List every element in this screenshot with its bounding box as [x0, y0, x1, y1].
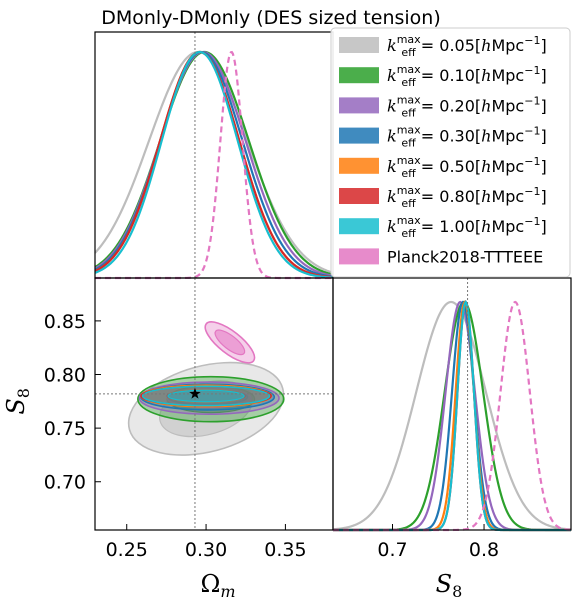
legend-label-5: kmax eff = 0.80[hMpc−1]: [387, 184, 547, 210]
s8-marginal-panel: 0.7 0.8 S8: [332, 277, 572, 601]
s8-marginal-frame: [332, 277, 572, 531]
legend-label-6: kmax eff = 1.00[hMpc−1]: [387, 214, 547, 240]
s8-tick-label: 0.70: [44, 472, 86, 494]
legend-swatch-4: [339, 157, 379, 174]
omega-m-tick-label: 0.30: [185, 539, 227, 561]
s8-axis-label: S8: [2, 388, 33, 415]
omega-m-axis-label: Ωm: [200, 570, 235, 601]
omega-m-tick-label: 0.25: [106, 539, 148, 561]
omega-m-s8-contour-panel: 0.25 0.30 0.35 0.70 0.75 0.80 0.85 Ωm S8: [2, 277, 334, 601]
chart-title: DMonly-DMonly (DES sized tension): [101, 7, 441, 29]
omega-m-curve-2: [94, 50, 334, 277]
contour-layer: [127, 321, 285, 456]
s8-tick-label: 0.75: [44, 418, 86, 440]
legend-swatch-7: [339, 248, 379, 265]
omega-m-curve-5: [94, 50, 334, 279]
legend-swatch-5: [339, 188, 379, 204]
s8-tick-label: 0.80: [44, 365, 86, 387]
s8-curve-2: [333, 300, 571, 532]
contour-68-7: [214, 329, 246, 356]
omega-m-marginal-panel: [94, 31, 334, 280]
legend-swatch-2: [339, 97, 379, 114]
s8-tick-label: 0.85: [44, 311, 86, 333]
omega-m-curve-7: [95, 50, 333, 280]
s8-1d-tick-label: 0.7: [377, 539, 407, 561]
legend-label-2: kmax eff = 0.20[hMpc−1]: [387, 93, 547, 119]
legend-label-1: kmax eff = 0.10[hMpc−1]: [387, 63, 547, 89]
legend-label-7: Planck2018-TTTEEE: [387, 247, 543, 266]
legend-label-4: kmax eff = 0.50[hMpc−1]: [387, 154, 547, 180]
legend-swatch-3: [339, 127, 379, 144]
legend-label-3: kmax eff = 0.30[hMpc−1]: [387, 124, 547, 150]
legend-frame: [330, 27, 571, 278]
legend-swatch-0: [339, 37, 379, 53]
legend-swatch-1: [339, 67, 379, 84]
s8-1d-tick-label: 0.8: [469, 539, 499, 561]
s8-marginal-axis-label: S8: [436, 570, 463, 601]
omega-m-curve-6: [94, 50, 334, 279]
contour-68-6: [167, 389, 245, 403]
s8-curve-0: [332, 300, 572, 531]
omega-m-tick-label: 0.35: [264, 539, 306, 561]
omega-m-curve-3: [94, 50, 334, 278]
omega-m-curve-0: [94, 50, 334, 274]
legend: kmax eff = 0.05[hMpc−1] kmax eff = 0.10[hMp…: [330, 27, 571, 278]
omega-m-curve-1: [94, 50, 334, 276]
legend-swatch-6: [339, 218, 379, 235]
fiducial-star-marker: [189, 387, 201, 399]
legend-label-0: kmax eff = 0.05[hMpc−1]: [387, 33, 547, 59]
omega-m-curve-4: [94, 50, 334, 279]
